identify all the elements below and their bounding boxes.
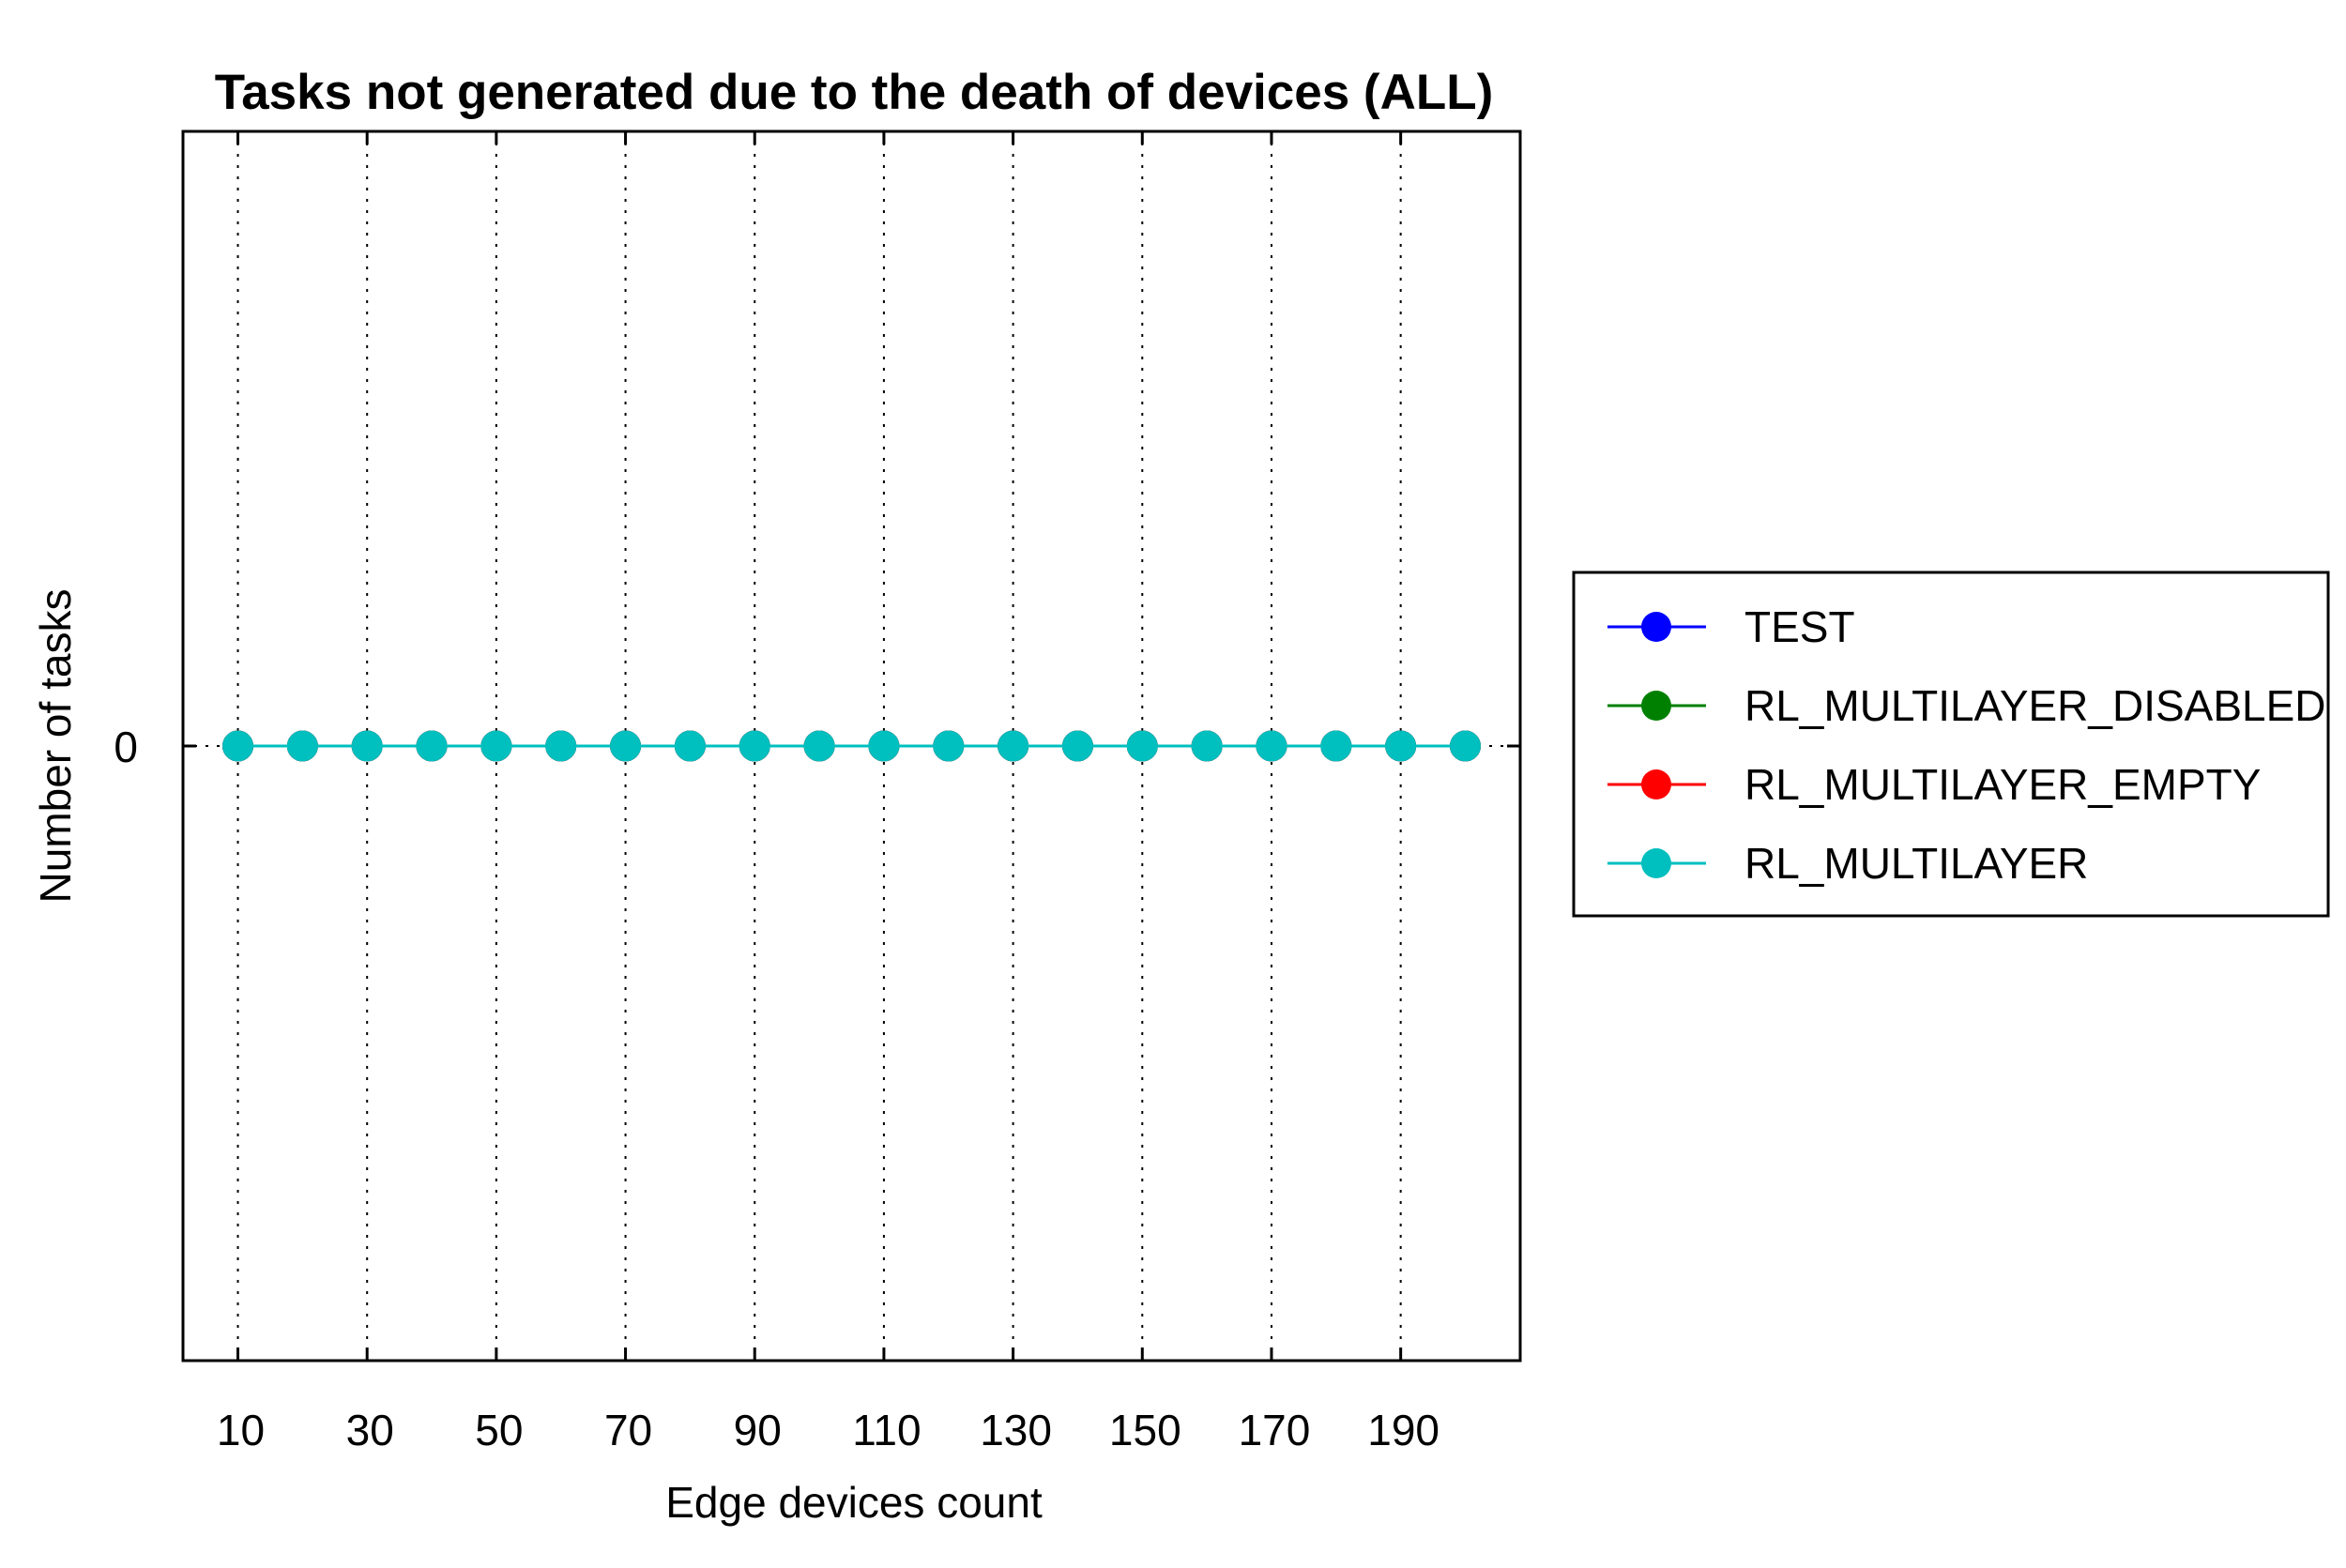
- series-rl-multilayer: [222, 730, 1481, 762]
- legend-label: RL_MULTILAYER_EMPTY: [1744, 760, 2261, 809]
- legend: TEST RL_MULTILAYER_DISABLED RL_MULTILAYER_…: [1572, 571, 2330, 918]
- data-point: [739, 730, 770, 762]
- x-tick-label: 50: [475, 1406, 523, 1454]
- grid-lines: [183, 131, 1520, 1361]
- y-axis-label: Number of tasks: [31, 589, 80, 904]
- x-tick-label: 30: [346, 1406, 394, 1454]
- legend-marker: [1641, 769, 1671, 799]
- data-point: [610, 730, 642, 762]
- data-point: [416, 730, 448, 762]
- legend-box: [1572, 571, 2330, 918]
- x-tick-label: 190: [1367, 1406, 1440, 1454]
- data-point: [1320, 730, 1352, 762]
- x-tick-label: 170: [1239, 1406, 1311, 1454]
- data-point: [1385, 730, 1417, 762]
- data-point: [998, 730, 1029, 762]
- legend-label: RL_MULTILAYER_DISABLED: [1744, 681, 2326, 730]
- x-tick-label: 70: [604, 1406, 652, 1454]
- data-point: [1449, 730, 1481, 762]
- data-point: [1126, 730, 1158, 762]
- x-tick-label: 110: [852, 1406, 921, 1454]
- legend-item: RL_MULTILAYER_EMPTY: [1607, 760, 2261, 809]
- legend-marker: [1641, 612, 1671, 642]
- legend-item: RL_MULTILAYER_DISABLED: [1607, 681, 2326, 730]
- legend-marker: [1641, 848, 1671, 878]
- x-axis-label: Edge devices count: [665, 1478, 1043, 1527]
- legend-label: RL_MULTILAYER: [1744, 839, 2088, 888]
- data-point: [351, 730, 383, 762]
- x-tick-label: 150: [1109, 1406, 1181, 1454]
- data-point: [286, 730, 318, 762]
- data-point: [868, 730, 900, 762]
- data-point: [480, 730, 512, 762]
- data-point: [933, 730, 965, 762]
- x-tick-label: 10: [217, 1406, 265, 1454]
- legend-item: RL_MULTILAYER: [1607, 839, 2088, 888]
- data-point: [674, 730, 706, 762]
- chart-title: Tasks not generated due to the death of …: [215, 65, 1494, 120]
- legend-item: TEST: [1607, 602, 1855, 651]
- data-point: [803, 730, 835, 762]
- x-tick-label: 90: [734, 1406, 782, 1454]
- data-point: [1256, 730, 1287, 762]
- data-point: [222, 730, 254, 762]
- legend-label: TEST: [1744, 602, 1855, 651]
- y-tick-label: 0: [114, 723, 138, 771]
- legend-marker: [1641, 691, 1671, 721]
- data-point: [1061, 730, 1093, 762]
- x-tick-label: 130: [980, 1406, 1052, 1454]
- data-point: [1191, 730, 1223, 762]
- axis-ticks: 10 30 50 70 90 110 130 150 170 190 0: [114, 131, 1520, 1454]
- data-point: [545, 730, 577, 762]
- series-layer: [222, 730, 1481, 762]
